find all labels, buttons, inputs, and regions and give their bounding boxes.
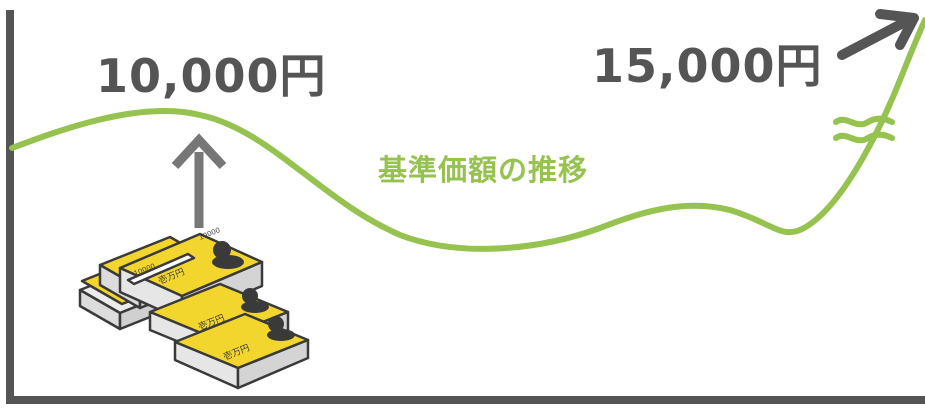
up-arrow-icon xyxy=(171,133,227,228)
end-amount-label: 15,000円 xyxy=(592,39,823,93)
curve-caption: 基準価額の推移 xyxy=(378,153,589,187)
price-trend-curve xyxy=(9,17,925,252)
start-amount-label: 10,000円 xyxy=(96,49,327,103)
banknote-stack xyxy=(173,312,310,390)
diagonal-arrow-icon xyxy=(837,9,919,60)
break-mark-icon xyxy=(833,115,895,144)
banknote-stacks-icon: 壱万円 壱万円 壱万円 10000 10000 xyxy=(78,226,310,390)
